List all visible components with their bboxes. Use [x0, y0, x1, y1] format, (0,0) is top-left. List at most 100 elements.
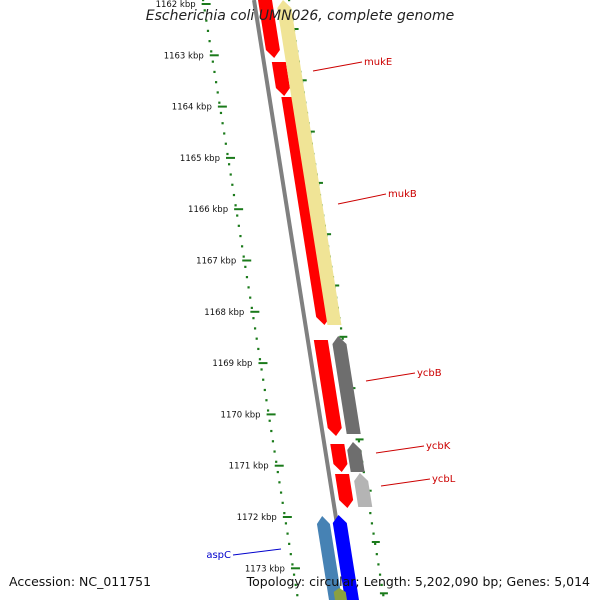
- scale-dot: [253, 327, 257, 330]
- gene-red-arrow: [313, 340, 342, 436]
- gene-label-mukE[interactable]: mukE: [364, 57, 392, 68]
- scale-dot: [286, 532, 289, 535]
- scale-dot: [249, 296, 252, 299]
- gene-yellow-band: [277, 0, 342, 325]
- scale-dot: [224, 142, 227, 145]
- genome-backbone-line: [252, 0, 351, 600]
- scale-dot: [263, 388, 266, 392]
- scale-dot: [294, 583, 297, 587]
- gene-label-mukB[interactable]: mukB: [388, 189, 417, 200]
- scale-dot: [203, 9, 206, 12]
- scale-tick-label: 1170 kbp: [221, 410, 261, 420]
- gene-label-leader: [365, 372, 416, 382]
- scale-dot: [239, 234, 242, 238]
- scale-dot: [284, 522, 288, 525]
- scale-dot: [221, 122, 224, 125]
- scale-dot: [281, 501, 284, 504]
- scale-tick-label: 1167 kbp: [196, 257, 236, 267]
- scale-tick-label: 1166 kbp: [188, 205, 228, 215]
- gene-features: [258, 0, 373, 600]
- gene-label-ycbK[interactable]: ycbK: [426, 441, 451, 452]
- outer-scale-dot: [362, 470, 365, 474]
- scale-dot: [288, 542, 291, 545]
- outer-scale-dot: [372, 532, 375, 535]
- gene-ycbK-arrow: [347, 442, 365, 472]
- scale-dot: [252, 317, 255, 320]
- scale-tick-label: 1168 kbp: [204, 308, 244, 318]
- scale-dot: [237, 224, 240, 227]
- scale-dot: [213, 70, 216, 74]
- scale-dot: [296, 594, 299, 597]
- scale-dot: [291, 563, 294, 566]
- scale-dot: [262, 378, 265, 381]
- scale-dot: [275, 460, 278, 463]
- scale-dot: [234, 204, 237, 207]
- scale-dot: [250, 306, 253, 309]
- outer-scale-dot: [380, 583, 383, 587]
- scale-dot: [271, 440, 275, 443]
- outer-scale-dot: [378, 573, 382, 576]
- gene-label-leader: [375, 445, 425, 454]
- outer-scale-dot: [375, 553, 378, 556]
- scale-dot: [214, 81, 218, 84]
- scale-dot: [255, 337, 258, 340]
- scale-dot: [273, 450, 276, 453]
- gene-label-leader: [232, 548, 282, 556]
- scale-tick-label: 1169 kbp: [212, 359, 252, 369]
- gene-blue-arrow: [332, 515, 359, 600]
- outer-scale-dot: [374, 542, 377, 545]
- map-title: Escherichia coli UMN026, complete genome: [145, 8, 455, 24]
- gene-label-leader: [337, 193, 387, 205]
- scale-dot: [283, 512, 286, 515]
- gene-labels: mukE mukB ycbB ycbK ycbL aspC: [206, 57, 455, 561]
- scale-dot: [260, 368, 263, 371]
- scale-dot: [232, 193, 236, 197]
- scale-ruler: 1162 kbp 1163 kbp 1164 kbp 1165 kbp 1166 kbp…: [156, 0, 388, 597]
- outer-scale-dot: [369, 512, 372, 515]
- scale-dot: [229, 173, 232, 176]
- scale-dot: [279, 491, 283, 494]
- scale-dot: [245, 276, 249, 279]
- outer-scale-dot: [341, 337, 344, 340]
- scale-dot: [266, 409, 270, 412]
- gene-red-arrow: [330, 444, 348, 472]
- scale-dot: [247, 286, 250, 289]
- scale-dot: [202, 0, 205, 2]
- scale-tick-label: 1165 kbp: [180, 154, 220, 164]
- gene-red-arrow: [335, 474, 354, 508]
- scale-dot: [240, 245, 244, 248]
- gene-label-ycbL[interactable]: ycbL: [432, 474, 456, 485]
- scale-dot: [268, 419, 271, 422]
- outer-scale-dot: [288, 0, 291, 2]
- gene-aspC-arrow: [316, 516, 342, 600]
- gene-label-aspC[interactable]: aspC: [206, 550, 231, 561]
- gene-mukB-arrow: [281, 97, 331, 325]
- scale-tick-label: 1173 kbp: [245, 564, 285, 574]
- outer-scale-dot: [357, 440, 361, 443]
- outer-scale-dot: [377, 563, 380, 566]
- scale-tick-label: 1171 kbp: [229, 462, 269, 472]
- scale-dot: [208, 40, 211, 43]
- scale-dot: [219, 111, 223, 115]
- outer-scale-dot: [370, 522, 374, 525]
- genome-summary-text: Topology: circular; Length: 5,202,090 bp…: [246, 574, 590, 589]
- gene-red-arrow: [258, 0, 280, 58]
- gene-olive-arrow: [333, 588, 347, 600]
- scale-dot: [227, 163, 231, 166]
- scale-dot: [223, 132, 226, 135]
- gene-label-leader: [380, 478, 431, 487]
- scale-dot: [289, 553, 292, 556]
- scale-dot: [226, 152, 229, 156]
- scale-dot: [278, 481, 281, 484]
- gene-ycbL-arrow: [354, 473, 373, 507]
- outer-scale-dot: [339, 327, 343, 330]
- scale-dot: [236, 214, 239, 217]
- scale-tick-label: 1162 kbp: [156, 0, 196, 10]
- scale-tick-label: 1164 kbp: [172, 103, 212, 113]
- gene-label-ycbB[interactable]: ycbB: [417, 368, 442, 379]
- scale-dot: [276, 470, 279, 474]
- scale-dot: [211, 60, 214, 63]
- gene-label-leader: [312, 61, 363, 72]
- scale-dot: [244, 265, 247, 268]
- scale-tick-label: 1163 kbp: [164, 51, 204, 61]
